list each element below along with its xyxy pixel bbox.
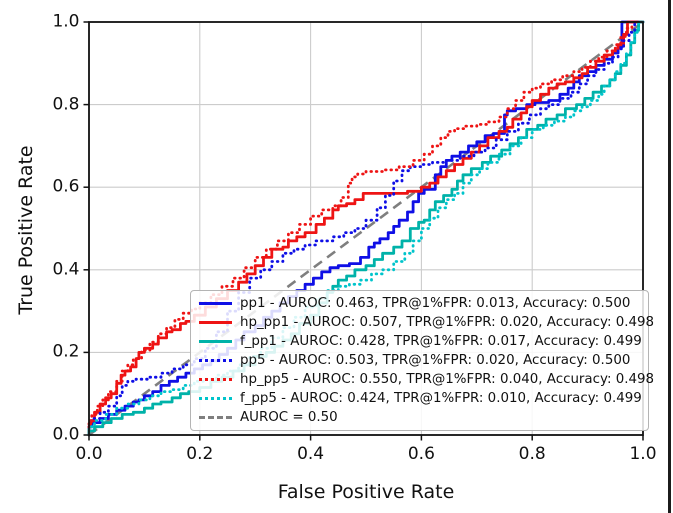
x-tick-label-1.0: 1.0	[629, 444, 657, 464]
legend-box: pp1 - AUROC: 0.463, TPR@1%FPR: 0.013, Ac…	[190, 290, 654, 431]
legend-label: pp5 - AUROC: 0.503, TPR@1%FPR: 0.020, Ac…	[240, 353, 631, 368]
x-tick-label-0.8: 0.8	[518, 444, 546, 464]
legend-line-sample	[199, 359, 232, 362]
legend-row-pp5: pp5 - AUROC: 0.503, TPR@1%FPR: 0.020, Ac…	[191, 351, 648, 370]
legend-label: f_pp1 - AUROC: 0.428, TPR@1%FPR: 0.017, …	[240, 334, 642, 349]
legend-row-pp1: pp1 - AUROC: 0.463, TPR@1%FPR: 0.013, Ac…	[191, 294, 648, 313]
y-tick-label-0.6: 0.6	[52, 176, 80, 197]
legend-line-sample	[199, 416, 232, 419]
y-axis-label: True Positive Rate	[15, 145, 37, 315]
axes-spines	[88, 21, 644, 436]
y-tick-label-0.0: 0.0	[52, 424, 80, 445]
legend-line-sample	[199, 378, 232, 381]
roc-curve-hp-pp5	[87, 20, 645, 437]
legend-row-hp_pp1: hp_pp1 - AUROC: 0.507, TPR@1%FPR: 0.020,…	[191, 313, 654, 332]
legend-row-f_pp5: f_pp5 - AUROC: 0.424, TPR@1%FPR: 0.010, …	[191, 389, 648, 408]
window-right-border	[668, 0, 671, 513]
x-tick-label-0.6: 0.6	[407, 444, 435, 464]
legend-label: AUROC = 0.50	[240, 410, 338, 425]
legend-row-hp_pp5: hp_pp5 - AUROC: 0.550, TPR@1%FPR: 0.040,…	[191, 370, 654, 389]
y-tick-label-0.8: 0.8	[52, 94, 80, 115]
roc-curve-f-pp1	[87, 20, 643, 435]
legend-line-sample	[199, 321, 232, 324]
roc-curve-pp5	[87, 20, 645, 437]
roc-curve-pp1	[87, 20, 643, 435]
x-tick-label-0.4: 0.4	[297, 444, 325, 464]
y-tick-label-1.0: 1.0	[52, 11, 80, 32]
x-axis-label: False Positive Rate	[277, 481, 455, 503]
legend-row-f_pp1: f_pp1 - AUROC: 0.428, TPR@1%FPR: 0.017, …	[191, 332, 648, 351]
legend-label: hp_pp1 - AUROC: 0.507, TPR@1%FPR: 0.020,…	[240, 315, 655, 330]
legend-line-sample	[199, 397, 232, 400]
x-tick-label-0.0: 0.0	[75, 444, 103, 464]
legend-label: f_pp5 - AUROC: 0.424, TPR@1%FPR: 0.010, …	[240, 391, 642, 406]
y-tick-label-0.4: 0.4	[52, 259, 80, 280]
legend-line-sample	[199, 340, 232, 343]
y-tick-label-0.2: 0.2	[52, 341, 80, 362]
legend-row-auroc: AUROC = 0.50	[191, 408, 648, 427]
roc-curve-hp-pp1	[87, 20, 643, 435]
x-tick-label-0.2: 0.2	[186, 444, 214, 464]
legend-label: pp1 - AUROC: 0.463, TPR@1%FPR: 0.013, Ac…	[240, 296, 631, 311]
legend-label: hp_pp5 - AUROC: 0.550, TPR@1%FPR: 0.040,…	[240, 372, 655, 387]
legend-line-sample	[199, 302, 232, 305]
